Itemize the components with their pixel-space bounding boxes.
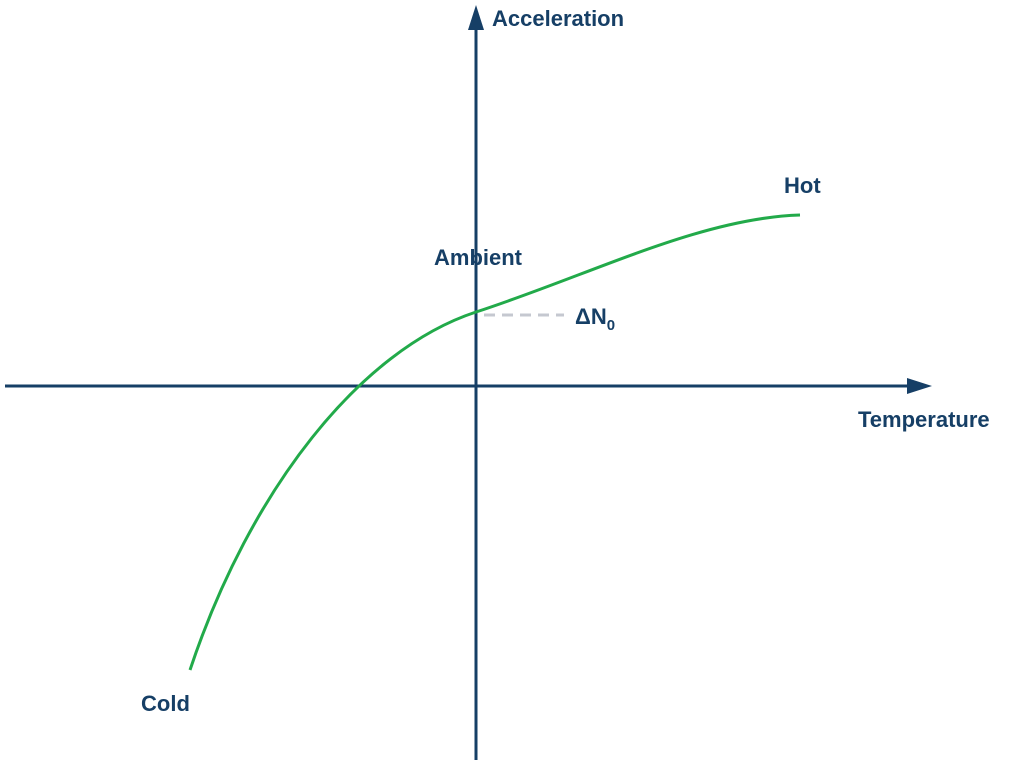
offset-label: ΔN0 (575, 304, 615, 334)
offset-main: ΔN (575, 304, 607, 329)
x-axis-arrow (907, 378, 932, 394)
x-axis-label: Temperature (858, 407, 990, 432)
curve (188, 213, 801, 671)
y-axis-label: Acceleration (492, 6, 624, 31)
hot-label: Hot (784, 173, 821, 198)
y-axis-arrow (468, 5, 484, 30)
offset-subscript: 0 (607, 317, 615, 334)
cold-label: Cold (141, 691, 190, 716)
x-axis (5, 378, 932, 394)
y-axis (468, 5, 484, 760)
ambient-label: Ambient (434, 245, 523, 270)
